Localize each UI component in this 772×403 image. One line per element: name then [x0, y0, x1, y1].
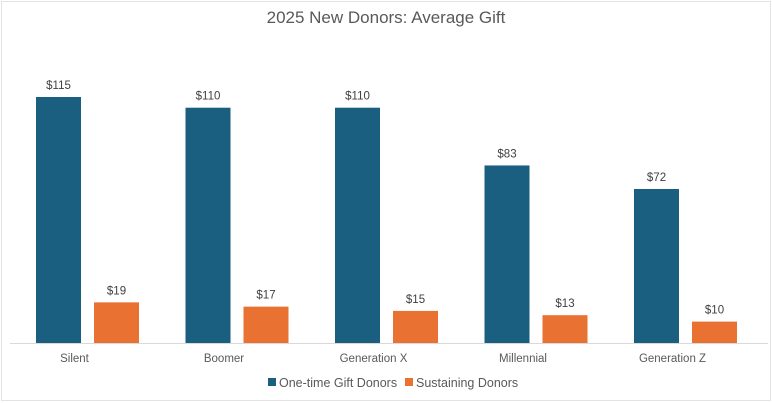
legend: One-time Gift Donors Sustaining Donors	[268, 376, 518, 390]
x-tick-label: Boomer	[204, 353, 244, 365]
bar-sustaining	[542, 315, 588, 343]
legend-swatch	[268, 378, 276, 386]
legend-swatch	[405, 378, 413, 386]
data-label: $72	[647, 172, 666, 184]
bar-one-time	[484, 165, 530, 343]
data-label: $13	[555, 298, 574, 310]
data-label: $83	[497, 148, 516, 160]
data-label: $110	[345, 91, 370, 103]
legend-label: Sustaining Donors	[416, 376, 518, 390]
x-tick-label: Silent	[60, 353, 90, 365]
x-tick-label: Generation X	[340, 353, 408, 365]
bar-sustaining	[692, 321, 737, 343]
data-label: $15	[406, 294, 425, 306]
data-label: $110	[196, 91, 221, 103]
data-label: $10	[705, 305, 724, 317]
x-tick-label: Millennial	[499, 353, 547, 365]
bar-one-time	[335, 107, 380, 344]
chart-title: 2025 New Donors: Average Gift	[267, 8, 506, 27]
data-label: $17	[256, 290, 275, 302]
x-tick-label: Generation Z	[639, 353, 706, 365]
bar-one-time	[36, 97, 81, 343]
bar-sustaining	[94, 302, 139, 343]
legend-label: One-time Gift Donors	[279, 376, 397, 390]
bar-sustaining	[393, 310, 438, 343]
data-label: $115	[46, 80, 71, 92]
bar-one-time	[185, 107, 231, 344]
bar-sustaining	[243, 306, 289, 343]
bar-one-time	[634, 188, 679, 343]
data-label: $19	[107, 285, 126, 297]
